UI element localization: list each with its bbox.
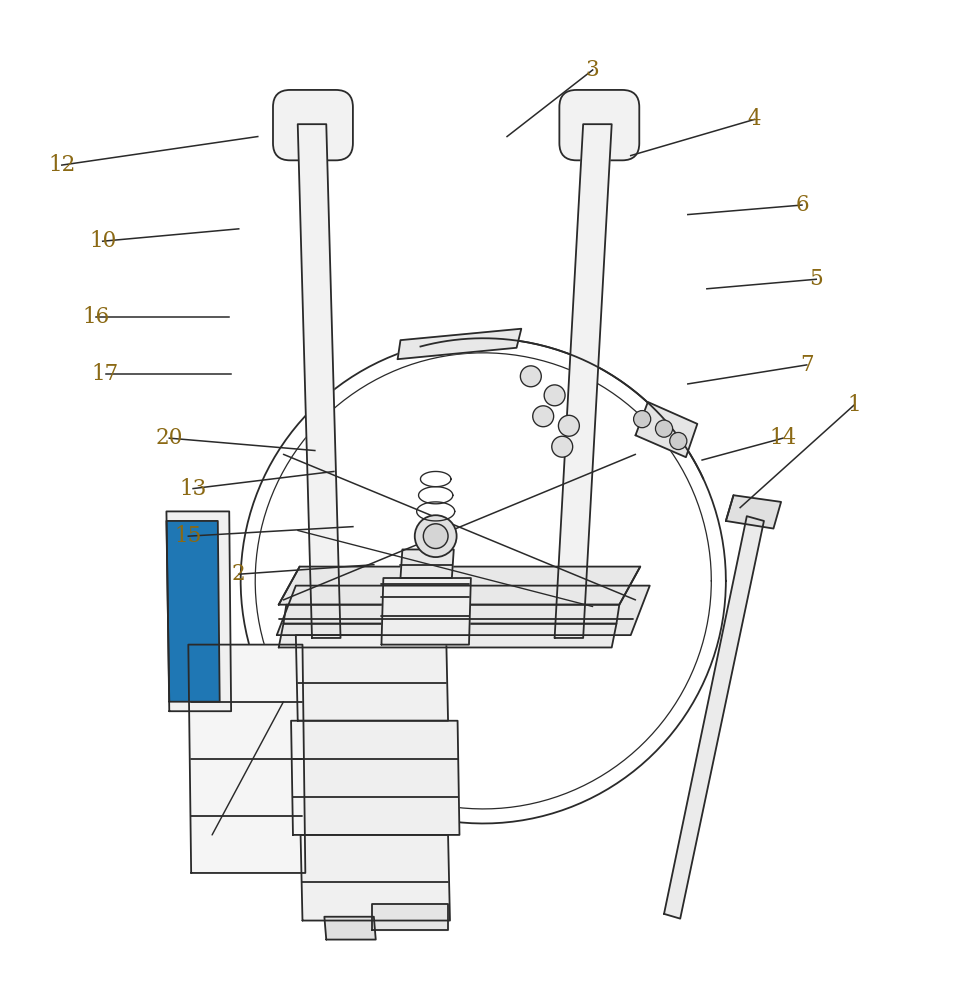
Circle shape xyxy=(670,432,687,450)
Text: 17: 17 xyxy=(92,363,120,385)
Text: 6: 6 xyxy=(795,194,809,216)
Circle shape xyxy=(521,366,542,387)
Polygon shape xyxy=(300,835,450,921)
Circle shape xyxy=(545,385,565,406)
Circle shape xyxy=(656,420,673,437)
Text: 16: 16 xyxy=(82,306,110,328)
Polygon shape xyxy=(324,917,376,940)
Polygon shape xyxy=(397,329,522,359)
Text: 5: 5 xyxy=(810,268,823,290)
Polygon shape xyxy=(283,605,619,624)
Circle shape xyxy=(414,515,456,557)
Circle shape xyxy=(559,415,579,436)
Polygon shape xyxy=(555,124,612,638)
Text: 2: 2 xyxy=(232,563,246,585)
Circle shape xyxy=(552,436,572,457)
Text: 20: 20 xyxy=(156,427,183,449)
Text: 7: 7 xyxy=(800,354,813,376)
Polygon shape xyxy=(298,124,341,638)
Text: 10: 10 xyxy=(89,230,117,252)
Polygon shape xyxy=(400,549,454,578)
Text: 4: 4 xyxy=(747,108,761,130)
Polygon shape xyxy=(382,578,471,645)
Text: 13: 13 xyxy=(179,478,207,500)
Text: 12: 12 xyxy=(48,154,76,176)
FancyBboxPatch shape xyxy=(560,90,639,160)
Text: 15: 15 xyxy=(174,525,202,547)
FancyBboxPatch shape xyxy=(273,90,353,160)
Circle shape xyxy=(533,406,554,427)
Text: 3: 3 xyxy=(586,59,599,81)
Polygon shape xyxy=(296,635,448,721)
Polygon shape xyxy=(291,721,459,835)
Polygon shape xyxy=(167,511,232,711)
Polygon shape xyxy=(167,521,220,702)
Polygon shape xyxy=(189,645,305,873)
Circle shape xyxy=(423,524,448,549)
Text: 1: 1 xyxy=(848,394,861,416)
Polygon shape xyxy=(664,516,764,919)
Circle shape xyxy=(634,411,651,428)
Polygon shape xyxy=(278,624,616,647)
Polygon shape xyxy=(372,904,448,930)
Text: 14: 14 xyxy=(769,427,796,449)
Polygon shape xyxy=(277,586,650,635)
Polygon shape xyxy=(725,495,781,529)
Polygon shape xyxy=(278,567,640,605)
Polygon shape xyxy=(635,402,698,457)
